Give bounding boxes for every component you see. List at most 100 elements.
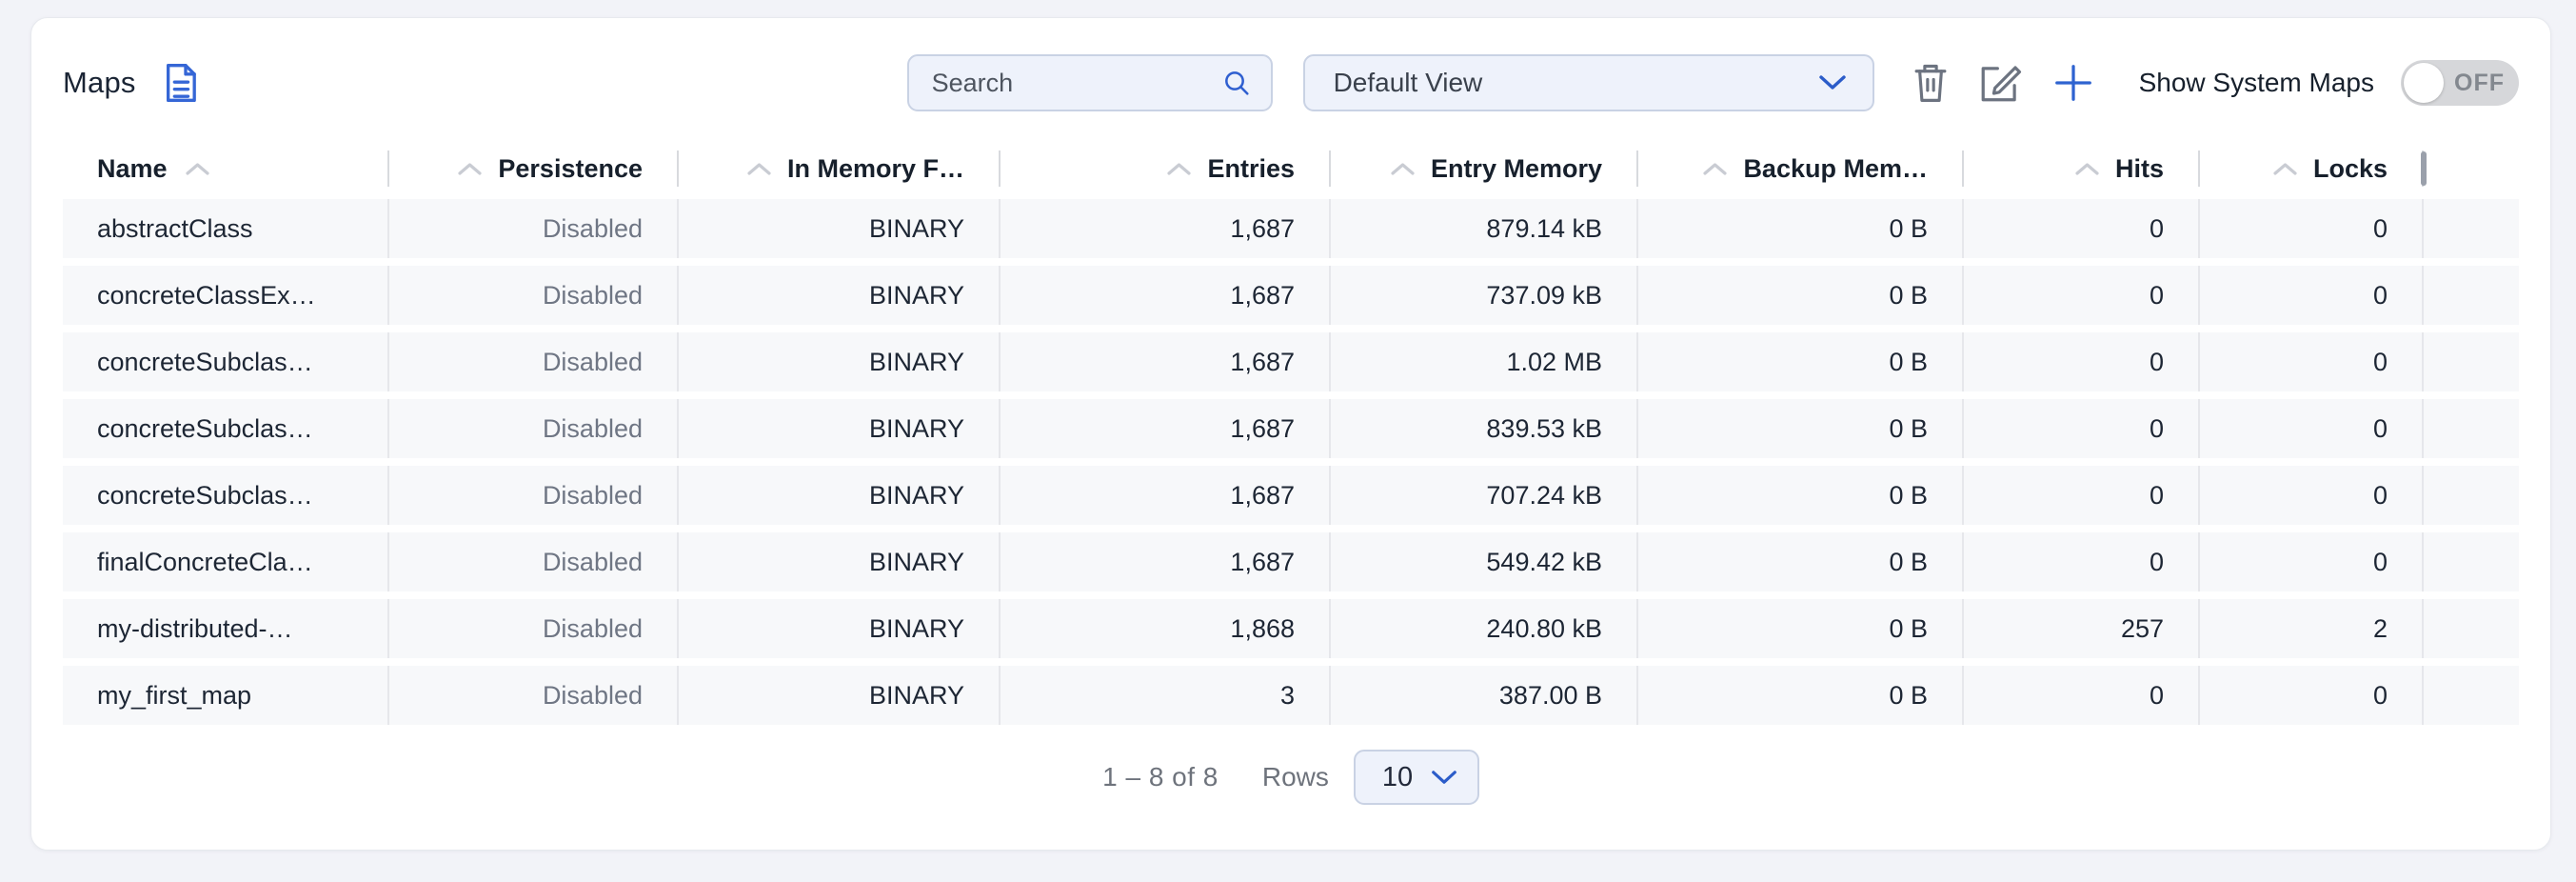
maps-table: Name Persistence In Memory F… [63, 138, 2519, 725]
cell-entries: 1,687 [1001, 266, 1331, 325]
cell-name: my_first_map [63, 666, 389, 725]
cell-name: my-distributed-… [63, 599, 389, 658]
cell-hits: 0 [1964, 666, 2200, 725]
cell-filler [2424, 332, 2519, 391]
cell-backup-memory: 0 B [1638, 599, 1964, 658]
cell-persistence: Disabled [389, 266, 679, 325]
cell-in-memory-format: BINARY [679, 266, 1001, 325]
sort-caret-icon [1166, 161, 1192, 177]
table-row[interactable]: finalConcreteCla… Disabled BINARY 1,687 … [63, 532, 2519, 591]
column-header-in-memory-format[interactable]: In Memory F… [679, 138, 1001, 199]
show-system-maps-label: Show System Maps [2138, 68, 2374, 97]
view-select[interactable]: Default View [1302, 54, 1874, 111]
search-box [906, 54, 1273, 111]
cell-name: concreteClassEx… [63, 266, 389, 325]
column-header-hits[interactable]: Hits [1964, 138, 2200, 199]
column-label: Locks [2312, 153, 2388, 183]
cell-persistence: Disabled [389, 466, 679, 525]
table-row[interactable]: abstractClass Disabled BINARY 1,687 879.… [63, 199, 2519, 258]
table-body: abstractClass Disabled BINARY 1,687 879.… [63, 199, 2519, 725]
cell-entry-memory: 839.53 kB [1331, 399, 1638, 458]
column-label: Entries [1207, 153, 1295, 183]
cell-hits: 0 [1964, 332, 2200, 391]
cell-name: abstractClass [63, 199, 389, 258]
show-system-maps-toggle[interactable]: OFF [2401, 60, 2519, 106]
sort-caret-icon [2272, 161, 2298, 177]
cell-entries: 1,868 [1001, 599, 1331, 658]
column-header-locks[interactable]: Locks [2200, 138, 2424, 199]
column-label: In Memory F… [786, 153, 964, 183]
column-header-backup-memory[interactable]: Backup Mem… [1638, 138, 1964, 199]
cell-filler [2424, 666, 2519, 725]
cell-in-memory-format: BINARY [679, 532, 1001, 591]
cell-backup-memory: 0 B [1638, 399, 1964, 458]
cell-entries: 1,687 [1001, 199, 1331, 258]
cell-locks: 0 [2200, 666, 2424, 725]
cell-persistence: Disabled [389, 199, 679, 258]
table-scrollbar-thumb[interactable] [2421, 151, 2427, 186]
sort-caret-icon [2074, 161, 2100, 177]
column-label: Hits [2114, 153, 2164, 183]
plus-icon[interactable] [2051, 61, 2095, 105]
cell-name: finalConcreteCla… [63, 532, 389, 591]
page-title: Maps [63, 66, 136, 99]
cell-hits: 0 [1964, 266, 2200, 325]
cell-backup-memory: 0 B [1638, 266, 1964, 325]
cell-locks: 0 [2200, 466, 2424, 525]
cell-filler [2424, 466, 2519, 525]
maps-panel: Maps Default View [30, 17, 2551, 851]
cell-hits: 0 [1964, 466, 2200, 525]
column-header-entry-memory[interactable]: Entry Memory [1331, 138, 1638, 199]
cell-in-memory-format: BINARY [679, 599, 1001, 658]
cell-persistence: Disabled [389, 599, 679, 658]
rows-per-page-value: 10 [1381, 761, 1414, 792]
column-header-persistence[interactable]: Persistence [389, 138, 679, 199]
cell-entry-memory: 387.00 B [1331, 666, 1638, 725]
view-select-value: Default View [1333, 68, 1483, 97]
cell-in-memory-format: BINARY [679, 666, 1001, 725]
cell-filler [2424, 532, 2519, 591]
cell-hits: 0 [1964, 532, 2200, 591]
chevron-down-icon [1817, 73, 1848, 92]
sort-caret-icon [1390, 161, 1416, 177]
trash-icon[interactable] [1911, 60, 1951, 106]
table-row[interactable]: concreteClassEx… Disabled BINARY 1,687 7… [63, 266, 2519, 325]
toolbar: Maps Default View [63, 52, 2519, 113]
cell-entries: 3 [1001, 666, 1331, 725]
toggle-knob [2404, 63, 2444, 103]
chevron-down-icon [1430, 769, 1458, 787]
table-row[interactable]: concreteSubclas… Disabled BINARY 1,687 1… [63, 332, 2519, 391]
table-row[interactable]: concreteSubclas… Disabled BINARY 1,687 7… [63, 466, 2519, 525]
edit-icon[interactable] [1977, 60, 2023, 106]
rows-per-page-select[interactable]: 10 [1353, 750, 1479, 805]
cell-in-memory-format: BINARY [679, 332, 1001, 391]
column-header-name[interactable]: Name [63, 138, 389, 199]
cell-entry-memory: 549.42 kB [1331, 532, 1638, 591]
documentation-icon[interactable] [162, 61, 200, 105]
cell-hits: 0 [1964, 199, 2200, 258]
sort-caret-icon [185, 161, 210, 177]
cell-name: concreteSubclas… [63, 332, 389, 391]
cell-locks: 2 [2200, 599, 2424, 658]
cell-locks: 0 [2200, 332, 2424, 391]
cell-in-memory-format: BINARY [679, 399, 1001, 458]
column-header-entries[interactable]: Entries [1001, 138, 1331, 199]
cell-backup-memory: 0 B [1638, 332, 1964, 391]
table-row[interactable]: concreteSubclas… Disabled BINARY 1,687 8… [63, 399, 2519, 458]
table-row[interactable]: my-distributed-… Disabled BINARY 1,868 2… [63, 599, 2519, 658]
column-header-filler [2424, 138, 2519, 199]
cell-backup-memory: 0 B [1638, 532, 1964, 591]
cell-persistence: Disabled [389, 666, 679, 725]
cell-hits: 0 [1964, 399, 2200, 458]
table-row[interactable]: my_first_map Disabled BINARY 3 387.00 B … [63, 666, 2519, 725]
search-input[interactable] [931, 68, 1221, 98]
cell-filler [2424, 199, 2519, 258]
cell-locks: 0 [2200, 266, 2424, 325]
toggle-state-label: OFF [2454, 69, 2505, 96]
column-label: Name [97, 153, 168, 183]
cell-entries: 1,687 [1001, 332, 1331, 391]
cell-filler [2424, 399, 2519, 458]
cell-backup-memory: 0 B [1638, 666, 1964, 725]
rows-per-page-label: Rows [1261, 762, 1329, 792]
